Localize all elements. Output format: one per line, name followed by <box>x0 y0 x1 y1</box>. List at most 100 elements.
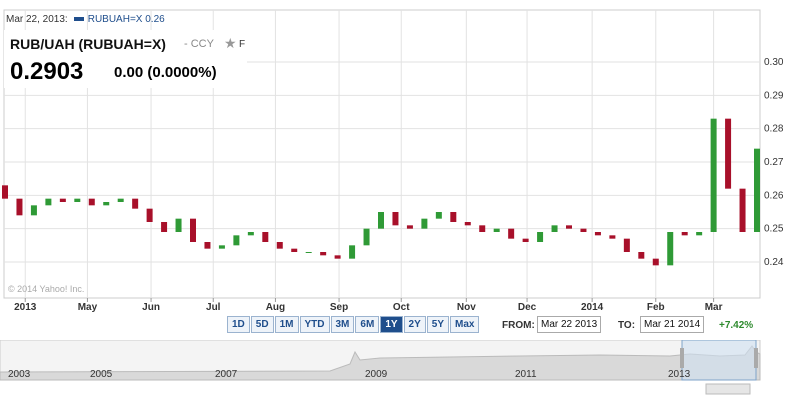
y-tick-label: 0.24 <box>764 257 784 268</box>
candle <box>218 245 225 249</box>
candle <box>623 238 630 252</box>
candle <box>262 232 269 242</box>
copyright: © 2014 Yahoo! Inc. <box>8 284 85 294</box>
candle <box>276 242 283 249</box>
candle <box>30 205 37 216</box>
legend-swatch <box>73 17 84 21</box>
x-tick-label: Jun <box>142 302 160 313</box>
range-button[interactable]: 2Y <box>403 316 426 333</box>
candle <box>247 232 254 236</box>
navigator-year: 2005 <box>90 369 113 380</box>
navigator-year: 2013 <box>668 369 691 380</box>
candle <box>725 118 732 189</box>
candle <box>710 118 717 232</box>
quote-box: RUB/UAH (RUBUAH=X) - CCY ★ F 0.2903 0.00… <box>4 30 247 88</box>
currency-tag: - CCY <box>184 38 214 50</box>
legend-text: RUBUAH=X 0.26 <box>87 14 165 25</box>
range-button[interactable]: 1Y <box>380 316 403 333</box>
candle <box>2 185 8 199</box>
candle <box>464 222 471 226</box>
navigator-year: 2003 <box>8 369 31 380</box>
candle <box>638 252 645 259</box>
candle <box>59 198 66 202</box>
candle <box>363 228 370 246</box>
range-button[interactable]: Max <box>450 316 480 333</box>
candle <box>739 188 746 232</box>
range-buttons: 1D 5D 1M YTD 3M 6M 1Y 2Y 5Y Max <box>227 316 480 333</box>
x-tick-label: Oct <box>393 302 410 313</box>
candle <box>175 218 182 232</box>
navigator-year: 2009 <box>365 369 388 380</box>
y-tick-label: 0.26 <box>764 190 784 201</box>
x-tick-label: Jul <box>206 302 221 313</box>
candle <box>204 242 211 249</box>
y-tick-label: 0.29 <box>764 90 784 101</box>
candle <box>493 228 500 232</box>
hover-date: Mar 22, 2013: <box>6 14 68 25</box>
candle <box>146 208 153 222</box>
candle <box>667 232 674 266</box>
candle <box>696 232 703 236</box>
candle <box>161 222 168 232</box>
candle <box>103 202 110 206</box>
x-tick-label: May <box>78 302 98 313</box>
candle <box>754 148 760 232</box>
candle <box>580 228 587 232</box>
range-button[interactable]: 1M <box>274 316 299 333</box>
follow-text[interactable]: F <box>239 39 246 50</box>
navigator-window[interactable] <box>681 340 757 381</box>
range-button[interactable]: YTD <box>299 316 330 333</box>
to-input[interactable]: Mar 21 2014 <box>640 316 705 333</box>
x-tick-label: Mar <box>705 302 723 313</box>
candle <box>551 225 558 232</box>
candle <box>233 235 240 246</box>
period-change: +7.42% <box>719 320 754 331</box>
candle <box>522 238 529 242</box>
range-button[interactable]: 6M <box>355 316 380 333</box>
navigator-handle[interactable] <box>680 348 684 368</box>
candle <box>652 258 659 266</box>
candle <box>450 212 457 222</box>
price-change: 0.00 (0.0000%) <box>114 64 217 81</box>
navigator-area <box>0 345 761 381</box>
hover-info: Mar 22, 2013: RUBUAH=X 0.26 <box>6 14 165 25</box>
range-button[interactable]: 5Y <box>426 316 450 333</box>
candle <box>132 198 139 209</box>
navigator-handle[interactable] <box>754 348 758 368</box>
x-tick-label: Nov <box>457 302 476 313</box>
candle <box>74 198 81 202</box>
candle <box>609 235 616 239</box>
candle <box>320 252 327 256</box>
x-tick-label: 2014 <box>581 302 604 313</box>
candle <box>88 198 95 206</box>
candle <box>349 245 356 259</box>
range-button[interactable]: 5D <box>250 316 274 333</box>
from-label: FROM: <box>502 320 535 331</box>
candle <box>305 252 312 253</box>
candle <box>334 255 341 259</box>
to-label: TO: <box>618 320 636 331</box>
range-button[interactable]: 1D <box>227 316 250 333</box>
symbol-name: RUB/UAH (RUBUAH=X) <box>10 36 166 52</box>
x-tick-label: 2013 <box>14 302 37 313</box>
y-tick-label: 0.25 <box>764 224 784 235</box>
candle <box>190 218 196 242</box>
from-input[interactable]: Mar 22 2013 <box>537 316 602 333</box>
scrollbar[interactable] <box>705 383 751 395</box>
star-icon[interactable]: ★ <box>224 35 237 51</box>
y-tick-label: 0.27 <box>764 157 784 168</box>
candle <box>508 228 515 239</box>
x-tick-label: Aug <box>266 302 285 313</box>
navigator-year: 2011 <box>515 369 537 380</box>
candle <box>378 212 384 229</box>
navigator-year: 2007 <box>215 369 238 380</box>
candle <box>435 212 442 219</box>
candle <box>392 212 399 226</box>
candle <box>681 232 688 236</box>
x-tick-label: Feb <box>647 302 665 313</box>
x-tick-label: Dec <box>518 302 537 313</box>
range-button[interactable]: 3M <box>330 316 355 333</box>
candle <box>594 232 601 236</box>
y-tick-label: 0.30 <box>764 57 784 68</box>
